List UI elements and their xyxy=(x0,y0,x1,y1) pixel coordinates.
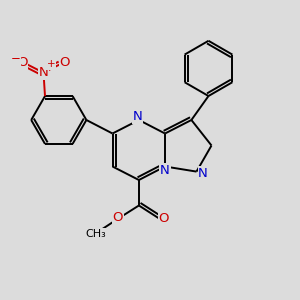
Text: O: O xyxy=(158,212,169,226)
Text: N: N xyxy=(133,110,142,124)
Text: O: O xyxy=(113,211,123,224)
Text: N: N xyxy=(39,66,48,79)
Text: N: N xyxy=(198,167,208,180)
Text: −: − xyxy=(11,52,20,65)
Text: N: N xyxy=(160,164,170,177)
Text: CH₃: CH₃ xyxy=(85,229,106,239)
Text: O: O xyxy=(59,56,70,69)
Text: O: O xyxy=(17,56,28,69)
Text: +: + xyxy=(47,59,55,69)
